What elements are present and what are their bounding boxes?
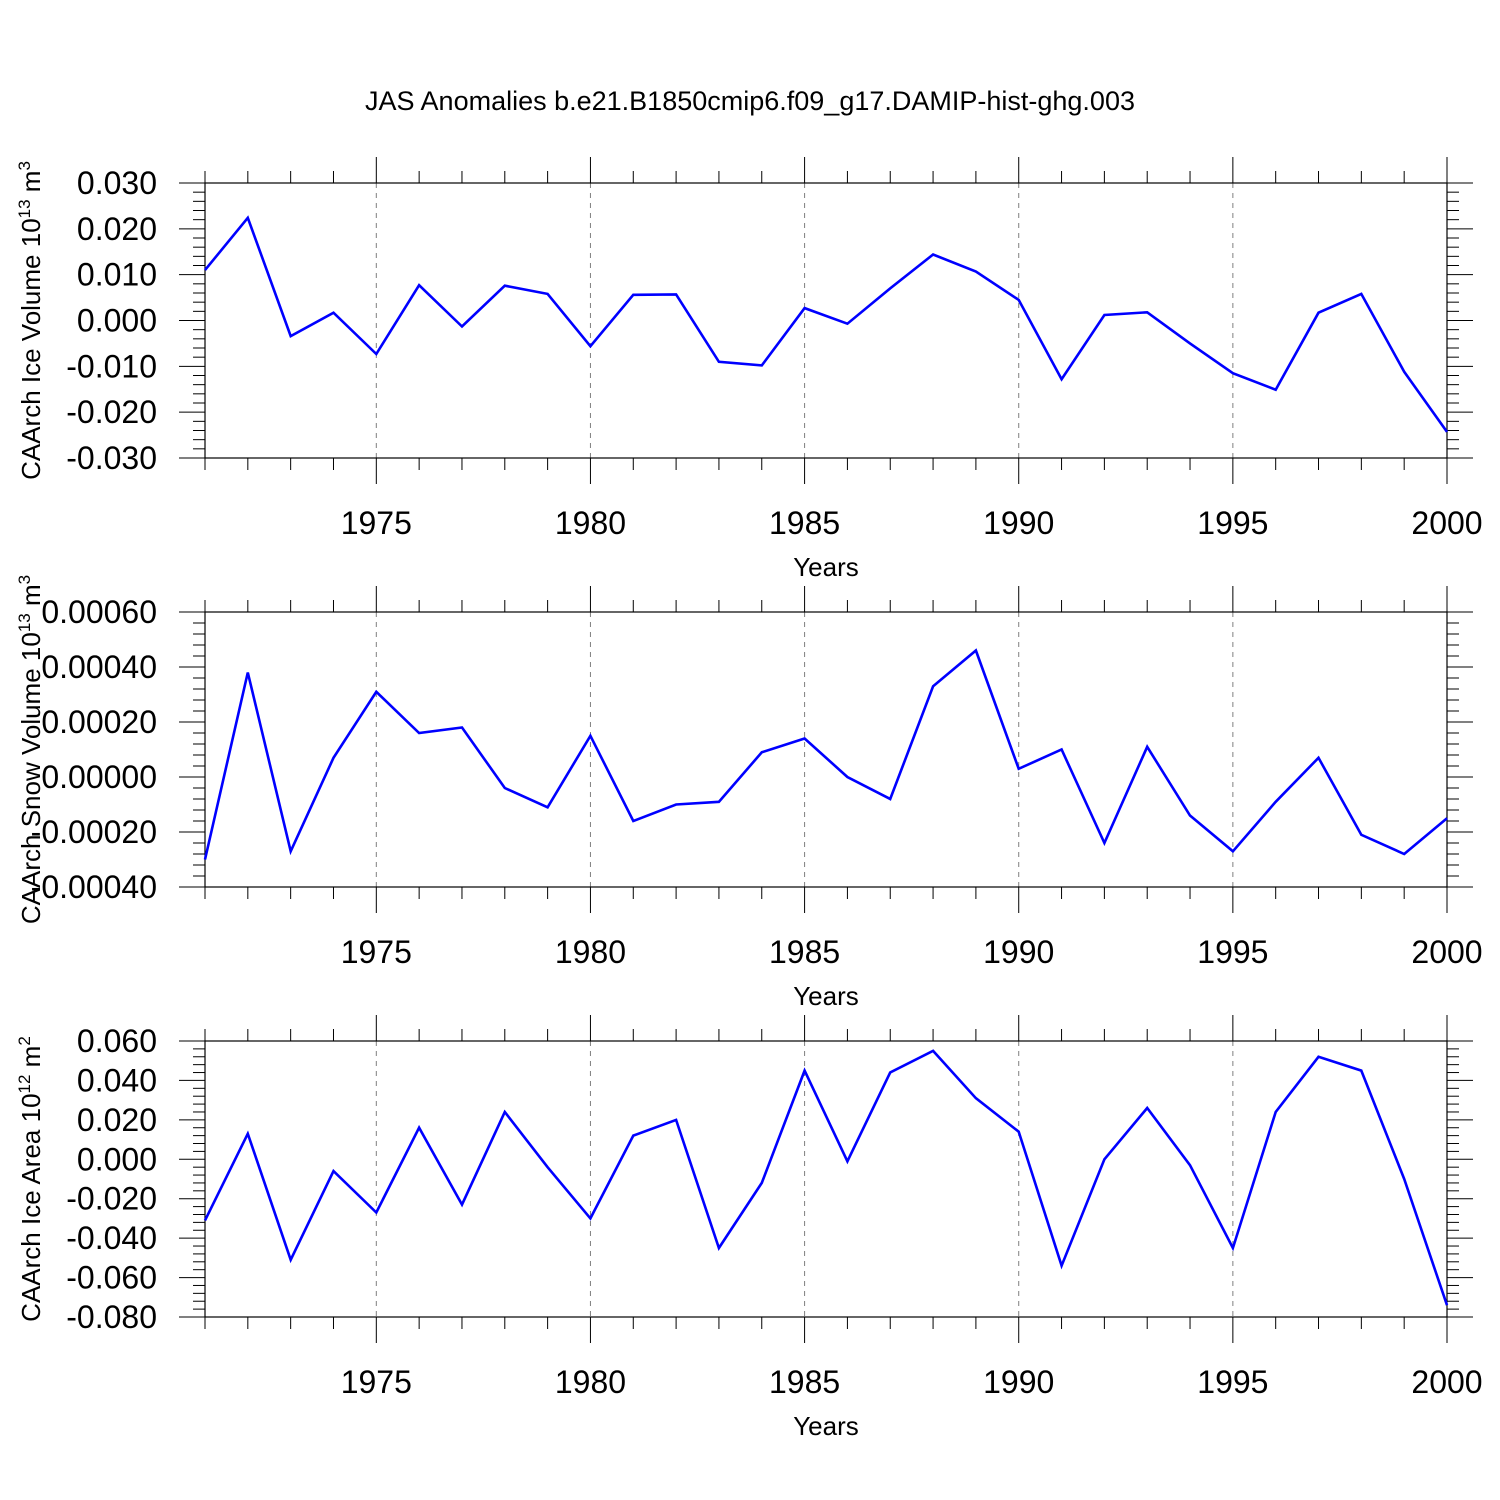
p3-ytick-label-6: 0.040 bbox=[77, 1062, 157, 1098]
p1-ytick-label-5: 0.020 bbox=[77, 211, 157, 247]
p3-xtick-label-2000: 2000 bbox=[1411, 1364, 1482, 1400]
chart-panels: 1975 1980 1985 1990 1995 2000-0.030-0.020-0.0… bbox=[15, 157, 1483, 1441]
p3-ytick-label-5: 0.020 bbox=[77, 1102, 157, 1138]
p3-ytick-label-2: -0.040 bbox=[66, 1220, 157, 1256]
p2-xtick-label-2000: 2000 bbox=[1411, 934, 1482, 970]
p1-ytick-label-1: -0.020 bbox=[66, 394, 157, 430]
p1-xtick-label-1980: 1980 bbox=[555, 505, 626, 541]
p3-ytick-label-1: -0.060 bbox=[66, 1260, 157, 1296]
p1-ytick-label-0: -0.030 bbox=[66, 440, 157, 476]
p3-xtick-label-1995: 1995 bbox=[1197, 1364, 1268, 1400]
p1-ytick-label-6: 0.030 bbox=[77, 165, 157, 201]
p3-series-line-0 bbox=[203, 1049, 1449, 1306]
p2-xtick-label-1985: 1985 bbox=[769, 934, 840, 970]
p1-xtick-label-2000: 2000 bbox=[1411, 505, 1482, 541]
p2-series-line-0 bbox=[203, 648, 1448, 860]
p2-ytick-label-0: -0.00040 bbox=[31, 869, 157, 905]
p2-y-axis-label: CAArch Snow Volume 1013 m3 bbox=[15, 575, 46, 924]
p2-ytick-label-5: 0.00060 bbox=[41, 594, 157, 630]
p3-xtick-label-1985: 1985 bbox=[769, 1364, 840, 1400]
p3-xtick-label-1980: 1980 bbox=[555, 1364, 626, 1400]
panel-ice-volume: 1975 1980 1985 1990 1995 2000 -0.030 -0.020 -0.0… bbox=[15, 157, 1483, 582]
p2-ytick-label-2: 0.00000 bbox=[41, 759, 157, 795]
p1-ytick-label-3: 0.000 bbox=[77, 303, 157, 339]
p2-ytick-label-1: -0.00020 bbox=[31, 814, 157, 850]
p1-xtick-label-1975: 1975 bbox=[341, 505, 412, 541]
p1-plot-frame bbox=[204, 182, 1448, 459]
p2-x-axis-label: Years bbox=[793, 981, 859, 1011]
p3-ytick-label-4: 0.000 bbox=[77, 1141, 157, 1177]
p1-xtick-label-1995: 1995 bbox=[1197, 505, 1268, 541]
p3-ytick-label-3: -0.020 bbox=[66, 1181, 157, 1217]
p2-xtick-label-1990: 1990 bbox=[983, 934, 1054, 970]
p2-xtick-label-1975: 1975 bbox=[341, 934, 412, 970]
p1-ytick-label-4: 0.010 bbox=[77, 257, 157, 293]
p2-xtick-label-1995: 1995 bbox=[1197, 934, 1268, 970]
p3-x-axis-label: Years bbox=[793, 1411, 859, 1441]
panel-ice-area: 1975 1980 1985 1990 1995 2000 -0.080-0.060 -0.0… bbox=[15, 1015, 1483, 1441]
p1-y-axis-label: CAArch Ice Volume 1013 m3 bbox=[15, 161, 46, 480]
chart-title: JAS Anomalies b.e21.B1850cmip6.f09_g17.D… bbox=[365, 86, 1135, 116]
p3-xtick-label-1990: 1990 bbox=[983, 1364, 1054, 1400]
p1-xtick-label-1985: 1985 bbox=[769, 505, 840, 541]
p2-ytick-label-3: 0.00020 bbox=[41, 704, 157, 740]
p1-series-line-0 bbox=[203, 215, 1449, 433]
p2-plot-frame bbox=[204, 611, 1448, 888]
p3-ytick-label-0: -0.080 bbox=[66, 1299, 157, 1335]
p3-plot-frame bbox=[204, 1040, 1448, 1318]
p3-xtick-label-1975: 1975 bbox=[341, 1364, 412, 1400]
p1-xtick-label-1990: 1990 bbox=[983, 505, 1054, 541]
panel-snow-volume: 1975 1980 1985 1990 1995 2000 -0.00040 -0.00020… bbox=[15, 575, 1483, 1011]
p3-y-axis-label: CAArch Ice Area 1012 m2 bbox=[15, 1036, 46, 1322]
p3-ytick-label-7: 0.060 bbox=[77, 1023, 157, 1059]
p2-xtick-label-1980: 1980 bbox=[555, 934, 626, 970]
p1-ytick-label-2: -0.010 bbox=[66, 348, 157, 384]
p2-ytick-label-4: 0.00040 bbox=[41, 649, 157, 685]
p1-x-axis-label: Years bbox=[793, 552, 859, 582]
